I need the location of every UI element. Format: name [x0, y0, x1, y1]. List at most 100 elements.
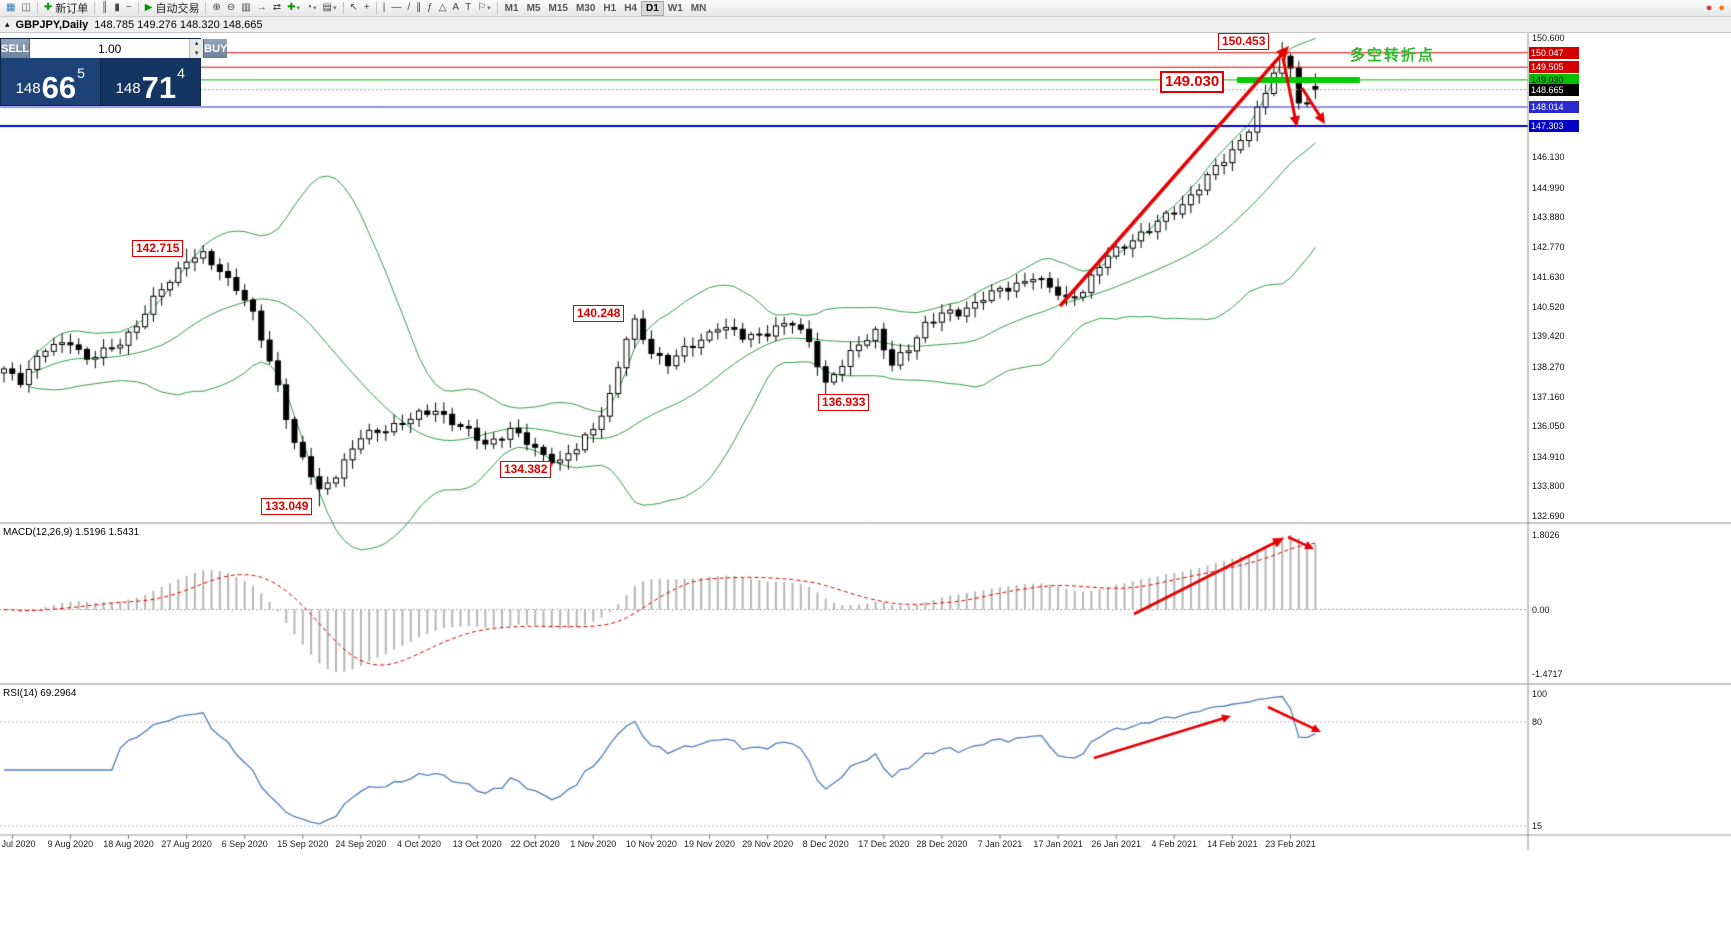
terminal-chart-icon[interactable]: ▦	[3, 1, 18, 16]
candlestick-chart-glyph: ▮	[114, 2, 120, 13]
text-label-icon[interactable]: T	[462, 1, 474, 16]
fibonacci-icon[interactable]: ƒ	[424, 1, 436, 16]
alert-badge-icon[interactable]: ●	[1718, 2, 1725, 14]
bid-point-digit: 5	[77, 65, 85, 81]
volume-spinner: ▴ ▾	[189, 39, 204, 58]
objects-glyph: ⚐	[477, 2, 487, 13]
bar-chart-icon[interactable]: ║	[98, 1, 111, 16]
vertical-line-glyph: |	[382, 2, 386, 13]
candlestick-chart-icon[interactable]: ▮	[111, 1, 123, 16]
new-order-button[interactable]: ✚ 新订单	[41, 1, 91, 16]
bid-main-digits: 148	[15, 80, 41, 97]
timeframe-button-m1[interactable]: M1	[504, 2, 519, 14]
channel-icon[interactable]: ∥	[413, 1, 424, 16]
add-indicator-glyph: ✚	[287, 2, 296, 13]
zoom-out-icon[interactable]: ⊖	[224, 1, 238, 16]
profiles-icon[interactable]: ◫	[18, 1, 33, 16]
ask-price-panel[interactable]: 148 71 4	[100, 58, 200, 105]
chart-ohlc-values: 148.785 149.276 148.320 148.665	[94, 18, 263, 31]
toolbar-separator	[496, 2, 498, 14]
news-badge-icon[interactable]: ●	[1705, 2, 1713, 14]
timeframe-button-h4[interactable]: H4	[624, 2, 637, 14]
toolbar-separator	[36, 2, 38, 14]
bid-price-panel[interactable]: 148 66 5	[1, 58, 101, 105]
shapes-icon[interactable]: △	[436, 1, 450, 16]
new-order-glyph: ✚	[43, 2, 53, 13]
timeframe-button-w1[interactable]: W1	[667, 2, 683, 14]
timeframe-button-m5[interactable]: M5	[526, 2, 541, 14]
ask-main-digits: 148	[115, 80, 141, 97]
terminal-chart-glyph: ▦	[6, 2, 16, 13]
shapes-glyph: △	[438, 2, 447, 13]
horizontal-line-glyph: —	[391, 2, 402, 13]
rsi-label: RSI(14) 69.2964	[3, 688, 77, 699]
template-icon[interactable]: ▤ ▾	[320, 1, 340, 16]
period-glyph: ◔	[305, 2, 313, 13]
objects-icon[interactable]: ⚐ ▾	[474, 1, 493, 16]
buy-button[interactable]: BUY	[204, 39, 228, 58]
template-glyph: ▤	[322, 2, 332, 13]
autotrading-button[interactable]: ▶ 自动交易	[142, 1, 203, 16]
sell-button[interactable]: SELL	[1, 39, 30, 58]
macd-label: MACD(12,26,9) 1.5196 1.5431	[3, 527, 140, 538]
ask-pip-digits: 71	[141, 69, 177, 105]
trendline-glyph: /	[407, 2, 411, 13]
line-chart-glyph: ~	[125, 2, 132, 13]
text-glyph: A	[452, 2, 460, 13]
bar-chart-glyph: ║	[101, 2, 109, 13]
chart-tab-row[interactable]: ▴ GBPJPY,Daily 148.785 149.276 148.320 1…	[0, 17, 1731, 33]
channel-glyph: ∥	[416, 2, 422, 13]
crosshair-glyph: +	[363, 2, 370, 13]
autotrading-button-label: 自动交易	[155, 3, 200, 15]
one-click-trading-panel: SELL ▴ ▾ BUY 148 66 5 148 71 4	[0, 38, 228, 106]
line-chart-icon[interactable]: ~	[123, 1, 135, 16]
zoom-in-icon[interactable]: ⊕	[209, 1, 223, 16]
new-order-button-label: 新订单	[55, 3, 89, 15]
toolbar-separator	[94, 2, 96, 14]
volume-input[interactable]	[30, 39, 190, 58]
dropdown-arrow-icon: ▾	[333, 5, 337, 12]
tile-windows-glyph: ▥	[241, 2, 251, 13]
timeframe-button-d1[interactable]: D1	[640, 0, 664, 16]
toolbar: ▦ ◫ ✚ 新订单 ║ ▮ ~ ▶ 自动交易 ⊕ ⊖ ▥ → ⇄ ✚ ▾ ◔ ▾ ▤ ▾ ↖ + | — / ∥ ƒ △ A T ⚐ ▾ M1 M…	[0, 0, 1731, 17]
volume-increase-button[interactable]: ▴	[194, 40, 199, 48]
chart-symbol-title: GBPJPY,Daily	[15, 18, 89, 31]
cursor-glyph: ↖	[349, 2, 358, 13]
vertical-line-icon[interactable]: |	[380, 1, 389, 16]
volume-decrease-button[interactable]: ▾	[194, 49, 199, 57]
text-label-glyph: T	[465, 2, 472, 13]
dropdown-arrow-icon: ▾	[296, 5, 300, 12]
autotrading-glyph: ▶	[144, 2, 153, 13]
chart-shift-glyph: ⇄	[272, 2, 282, 13]
toolbar-separator	[137, 2, 139, 14]
toolbar-separator	[375, 2, 377, 14]
dropdown-arrow-icon: ▾	[487, 5, 491, 12]
chart-window-icon: ▴	[5, 19, 10, 29]
toolbar-separator	[342, 2, 344, 14]
text-icon[interactable]: A	[449, 1, 462, 16]
fibonacci-glyph: ƒ	[427, 2, 433, 13]
timeframe-button-m15[interactable]: M15	[548, 2, 568, 14]
zoom-in-glyph: ⊕	[212, 2, 221, 13]
timeframe-button-mn[interactable]: MN	[690, 2, 707, 14]
profiles-glyph: ◫	[21, 2, 31, 13]
cursor-icon[interactable]: ↖	[347, 1, 361, 16]
timeframe-button-m30[interactable]: M30	[575, 2, 596, 14]
auto-scroll-glyph: →	[256, 2, 267, 13]
trendline-icon[interactable]: /	[404, 1, 413, 16]
auto-scroll-icon[interactable]: →	[254, 1, 270, 16]
chart-shift-icon[interactable]: ⇄	[270, 1, 284, 16]
bid-pip-digits: 66	[41, 69, 77, 105]
horizontal-line-icon[interactable]: —	[388, 1, 404, 16]
add-indicator-icon[interactable]: ✚ ▾	[284, 1, 303, 16]
crosshair-icon[interactable]: +	[361, 1, 373, 16]
zoom-out-glyph: ⊖	[226, 2, 236, 13]
timeframe-button-h1[interactable]: H1	[603, 2, 617, 14]
dropdown-arrow-icon: ▾	[313, 5, 317, 12]
volume-field: ▴ ▾	[29, 39, 205, 58]
toolbar-separator	[205, 2, 207, 14]
period-icon[interactable]: ◔ ▾	[303, 1, 320, 16]
tile-windows-icon[interactable]: ▥	[238, 1, 253, 16]
